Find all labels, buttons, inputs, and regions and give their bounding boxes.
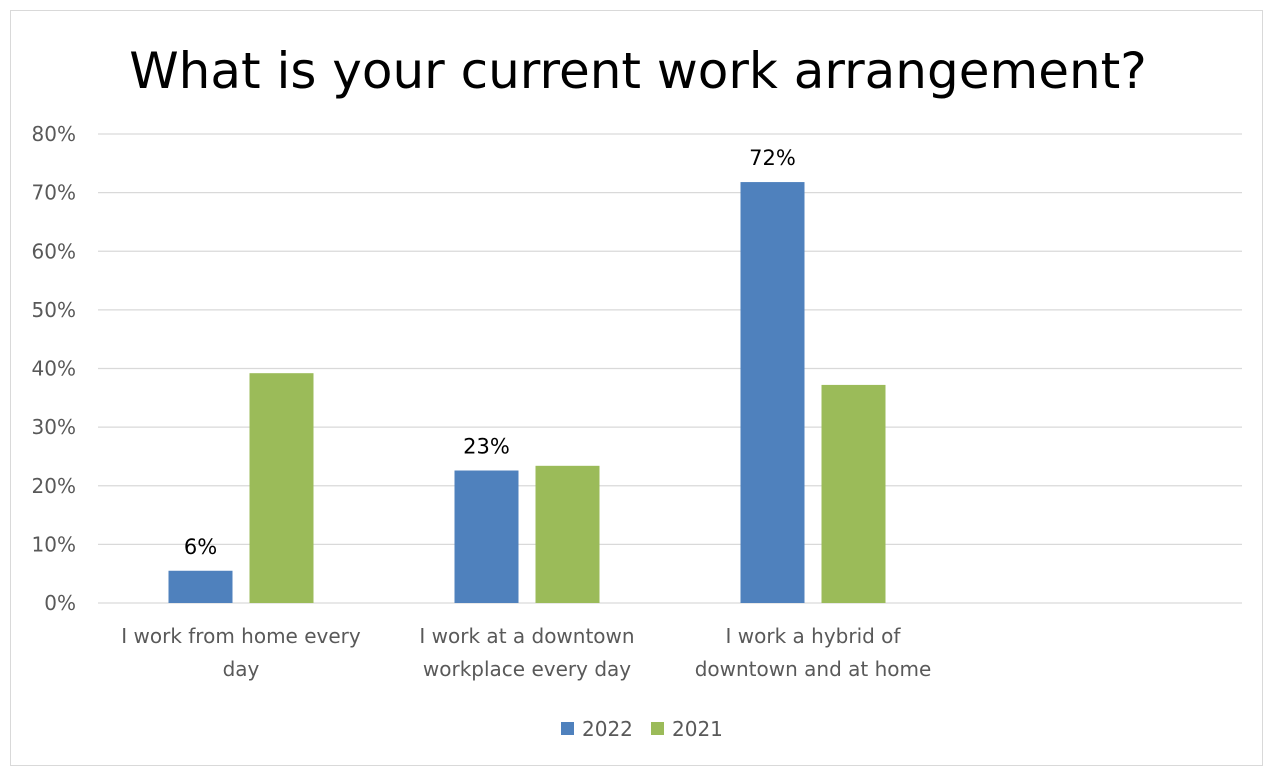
chart-title: What is your current work arrangement?	[129, 42, 1147, 100]
bar-2021-1	[535, 465, 600, 603]
bar-2021-0	[249, 373, 314, 603]
y-axis-ticks: 0% 10% 20% 30% 40% 50% 60% 70% 80%	[32, 122, 76, 615]
legend-swatch	[561, 722, 574, 735]
y-tick-label: 30%	[32, 415, 76, 439]
y-tick-label: 10%	[32, 532, 76, 556]
legend-label: 2021	[672, 717, 723, 741]
x-category-label: I work from home every	[121, 624, 361, 648]
data-label: 23%	[463, 435, 510, 459]
x-category-label: workplace every day	[423, 657, 631, 681]
bar-2022-2	[740, 182, 805, 603]
x-category-label: day	[223, 657, 260, 681]
y-tick-label: 20%	[32, 474, 76, 498]
x-category-label: downtown and at home	[695, 657, 932, 681]
y-tick-label: 60%	[32, 239, 76, 263]
legend: 2022 2021	[561, 717, 723, 741]
x-axis-categories: I work from home every day I work at a dow…	[121, 624, 931, 681]
x-category-label: I work at a downtown	[419, 624, 634, 648]
y-tick-label: 70%	[32, 181, 76, 205]
bars	[168, 182, 886, 603]
data-label: 6%	[184, 535, 217, 559]
y-tick-label: 40%	[32, 357, 76, 381]
bar-2022-0	[168, 570, 233, 603]
legend-swatch	[651, 722, 664, 735]
bar-2021-2	[821, 384, 886, 603]
chart-frame	[10, 10, 1263, 766]
y-tick-label: 0%	[44, 591, 76, 615]
x-category-label: I work a hybrid of	[726, 624, 902, 648]
legend-label: 2022	[582, 717, 633, 741]
y-tick-label: 80%	[32, 122, 76, 146]
y-tick-label: 50%	[32, 298, 76, 322]
bar-2022-1	[454, 470, 519, 603]
data-labels: 6% 23% 72%	[184, 146, 796, 559]
data-label: 72%	[749, 146, 796, 170]
